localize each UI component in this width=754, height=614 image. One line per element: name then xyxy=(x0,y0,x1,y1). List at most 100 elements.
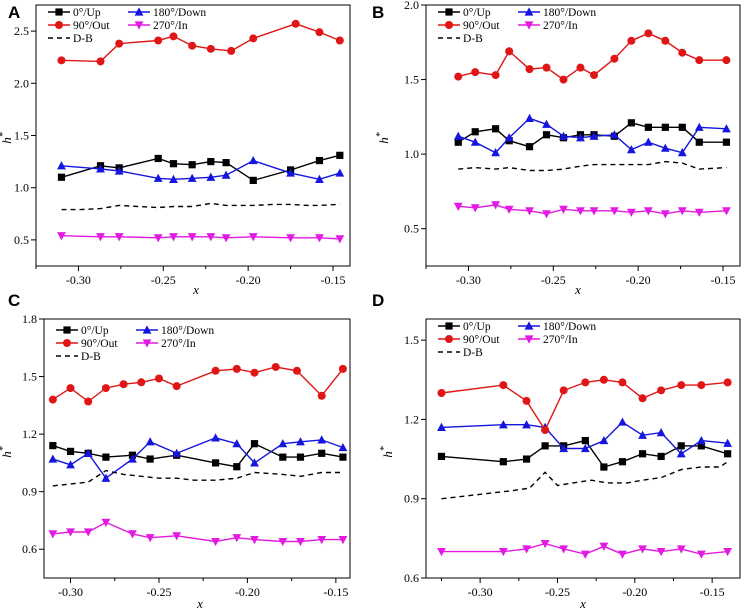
data-point xyxy=(187,233,197,242)
data-point xyxy=(522,455,531,463)
y-axis-label: h* xyxy=(0,446,14,458)
data-point xyxy=(154,374,163,383)
plot-frame xyxy=(43,318,351,579)
data-point xyxy=(471,128,479,136)
panel-D: D -0.30 -0.25 -0.20 -0.15 0.6 0.9 1.2 1.5 x h* 0°/U… xyxy=(372,291,741,611)
panel-label: C xyxy=(8,291,20,310)
data-point xyxy=(207,158,215,166)
series-line xyxy=(458,204,727,215)
data-point xyxy=(661,36,670,45)
y-tick-label: 0.5 xyxy=(14,233,29,247)
data-point xyxy=(296,437,305,446)
data-point xyxy=(618,458,627,466)
legend-label: 90°/Out xyxy=(73,20,110,32)
y-tick-label: 1.5 xyxy=(404,333,419,347)
legend-marker xyxy=(63,326,71,334)
legend-label: 180°/Down xyxy=(543,7,596,19)
panel-label: B xyxy=(372,3,384,22)
data-point xyxy=(101,473,111,482)
y-tick-label: 1.2 xyxy=(404,412,419,426)
data-point xyxy=(437,389,446,397)
data-point xyxy=(696,435,706,445)
legend-marker xyxy=(445,21,453,29)
data-point xyxy=(498,420,508,429)
data-point xyxy=(296,453,305,461)
panel-label: A xyxy=(8,3,20,22)
data-point xyxy=(66,460,75,469)
legend: 0°/Up 180°/Down 90°/Out 270°/In D-B xyxy=(438,7,596,45)
data-point xyxy=(114,166,124,175)
data-point xyxy=(315,174,324,183)
series-180-down xyxy=(57,155,345,183)
legend-label: D-B xyxy=(73,33,93,45)
data-point xyxy=(599,375,608,384)
data-point xyxy=(206,44,215,53)
data-point xyxy=(722,56,731,65)
data-point xyxy=(724,450,732,458)
data-point xyxy=(101,384,110,393)
data-point xyxy=(696,550,706,559)
series-270-in xyxy=(48,518,348,547)
data-point xyxy=(221,170,231,179)
data-point xyxy=(638,545,647,554)
legend-label: 0°/Up xyxy=(81,325,109,337)
data-point xyxy=(695,56,704,65)
x-tick-label: -0.15 xyxy=(323,585,348,599)
series-d-b xyxy=(458,160,727,172)
data-point xyxy=(96,164,105,173)
data-point xyxy=(83,448,93,457)
y-tick-label: 1.2 xyxy=(22,427,37,441)
y-tick-label: 1.0 xyxy=(404,147,419,161)
panel-A: A -0.30 -0.25 -0.20 -0.15 0.5 1.0 1.5 2.0 2.5 x h* 0… xyxy=(0,3,351,297)
data-point xyxy=(57,56,66,65)
data-point xyxy=(589,207,599,216)
y-axis-label: h* xyxy=(379,446,395,458)
legend-label: 0°/Up xyxy=(463,321,491,333)
data-point xyxy=(292,366,301,375)
data-point xyxy=(498,547,508,557)
data-point xyxy=(627,119,635,127)
data-point xyxy=(286,168,295,177)
data-point xyxy=(317,536,327,545)
legend-label: 180°/Down xyxy=(153,7,206,19)
data-point xyxy=(119,380,128,389)
data-point xyxy=(271,362,280,371)
data-point xyxy=(618,378,627,387)
legend-label: 0°/Up xyxy=(463,7,491,19)
data-point xyxy=(599,435,609,445)
data-point xyxy=(248,155,258,165)
legend: 0°/Up 180°/Down 90°/Out 270°/In D-B xyxy=(48,7,206,45)
data-point xyxy=(249,176,257,184)
series-line xyxy=(52,437,344,480)
data-point xyxy=(48,530,58,539)
y-tick-label: 1.8 xyxy=(22,312,37,326)
data-point xyxy=(114,233,124,242)
data-point xyxy=(338,442,348,452)
data-point xyxy=(627,36,636,45)
series-0-up xyxy=(454,119,731,151)
series-line xyxy=(61,159,341,181)
data-point xyxy=(145,437,155,446)
data-point xyxy=(542,131,551,139)
data-point xyxy=(222,159,230,167)
data-point xyxy=(541,426,550,434)
data-point xyxy=(657,386,666,395)
data-point xyxy=(542,210,551,219)
legend: 0°/Up 180°/Down 90°/Out 270°/In D-B xyxy=(56,325,214,363)
data-point xyxy=(188,41,197,50)
data-point xyxy=(102,453,110,461)
panel-C: C -0.30 -0.25 -0.20 -0.15 0.6 0.9 1.2 1.5 1.8 x h* 0… xyxy=(0,291,351,611)
data-point xyxy=(437,422,446,431)
x-tick-label: -0.25 xyxy=(146,585,171,599)
data-point xyxy=(676,545,686,554)
data-point xyxy=(576,133,585,142)
legend-marker xyxy=(524,321,534,330)
x-tick-label: -0.20 xyxy=(236,273,261,287)
plot-frame xyxy=(425,318,741,579)
data-point xyxy=(317,391,326,400)
data-point xyxy=(437,452,446,461)
data-point xyxy=(542,119,551,128)
data-point xyxy=(128,454,137,463)
series-180-down xyxy=(453,113,731,157)
y-tick-label: 1.5 xyxy=(22,370,37,384)
